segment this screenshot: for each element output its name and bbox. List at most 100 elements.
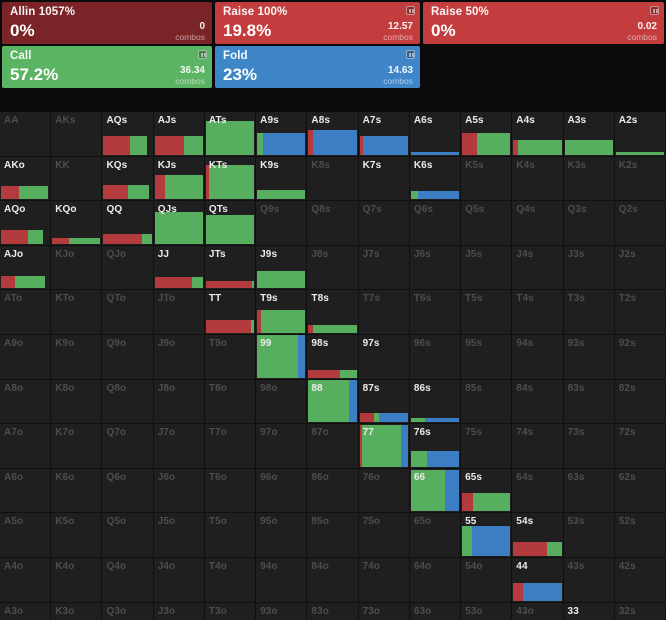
cell-A3s[interactable]: A3s	[563, 112, 615, 157]
cell-K9s[interactable]: K9s	[256, 156, 308, 202]
cell-KK[interactable]: KK	[51, 156, 103, 202]
cell-AJs[interactable]: AJs	[153, 112, 205, 157]
cell-T5s[interactable]: T5s	[461, 290, 513, 336]
action-box-allin[interactable]: Allin 1057% 0% 0 combos	[2, 2, 212, 44]
cell-J2s[interactable]: J2s	[614, 245, 666, 291]
cell-J6o[interactable]: J6o	[153, 468, 205, 514]
cell-A8s[interactable]: A8s	[307, 112, 359, 157]
cell-93s[interactable]: 93s	[563, 335, 615, 380]
cell-A6s[interactable]: A6s	[409, 112, 462, 157]
cell-97s[interactable]: 97s	[358, 335, 410, 380]
cell-83s[interactable]: 83s	[563, 379, 615, 425]
cell-JTo[interactable]: JTo	[153, 290, 205, 336]
cell-T9s[interactable]: T9s	[256, 290, 308, 336]
cell-64s[interactable]: 64s	[512, 468, 564, 514]
cell-AKs[interactable]: AKs	[51, 112, 103, 157]
cell-52s[interactable]: 52s	[614, 513, 666, 559]
cell-A9o[interactable]: A9o	[0, 335, 52, 380]
cell-T2s[interactable]: T2s	[614, 290, 666, 336]
cell-94s[interactable]: 94s	[512, 335, 564, 380]
cell-T5o[interactable]: T5o	[204, 513, 257, 559]
cell-J9s[interactable]: J9s	[256, 245, 308, 291]
cell-43s[interactable]: 43s	[563, 558, 615, 603]
cell-A9s[interactable]: A9s	[256, 112, 308, 157]
cell-K8s[interactable]: K8s	[307, 156, 359, 202]
cell-J7s[interactable]: J7s	[358, 245, 410, 291]
cell-AA[interactable]: AA	[0, 112, 52, 157]
cell-65s[interactable]: 65s	[461, 468, 513, 514]
range-table-icon[interactable]	[650, 6, 659, 15]
cell-53s[interactable]: 53s	[563, 513, 615, 559]
cell-76s[interactable]: 76s	[409, 424, 462, 469]
cell-J4o[interactable]: J4o	[153, 558, 205, 603]
cell-54o[interactable]: 54o	[461, 558, 513, 603]
cell-KJs[interactable]: KJs	[153, 156, 205, 202]
cell-85s[interactable]: 85s	[461, 379, 513, 425]
cell-98s[interactable]: 98s	[307, 335, 359, 380]
cell-ATo[interactable]: ATo	[0, 290, 52, 336]
cell-J3o[interactable]: J3o	[153, 602, 205, 620]
cell-T8o[interactable]: T8o	[204, 379, 257, 425]
cell-A7s[interactable]: A7s	[358, 112, 410, 157]
cell-Q9s[interactable]: Q9s	[256, 201, 308, 246]
cell-87o[interactable]: 87o	[307, 424, 359, 469]
cell-Q6o[interactable]: Q6o	[102, 468, 154, 514]
cell-KJo[interactable]: KJo	[51, 245, 103, 291]
cell-K2s[interactable]: K2s	[614, 156, 666, 202]
cell-KTo[interactable]: KTo	[51, 290, 103, 336]
cell-93o[interactable]: 93o	[256, 602, 308, 620]
cell-97o[interactable]: 97o	[256, 424, 308, 469]
cell-J3s[interactable]: J3s	[563, 245, 615, 291]
action-box-raise-50[interactable]: Raise 50% 0% 0.02 combos	[423, 2, 664, 44]
cell-65o[interactable]: 65o	[409, 513, 462, 559]
cell-73s[interactable]: 73s	[563, 424, 615, 469]
cell-66[interactable]: 66	[409, 468, 462, 514]
cell-86o[interactable]: 86o	[307, 468, 359, 514]
cell-85o[interactable]: 85o	[307, 513, 359, 559]
cell-96s[interactable]: 96s	[409, 335, 462, 380]
cell-76o[interactable]: 76o	[358, 468, 410, 514]
cell-A8o[interactable]: A8o	[0, 379, 52, 425]
cell-QJs[interactable]: QJs	[153, 201, 205, 246]
cell-83o[interactable]: 83o	[307, 602, 359, 620]
cell-K5s[interactable]: K5s	[461, 156, 513, 202]
cell-KQo[interactable]: KQo	[51, 201, 103, 246]
cell-84o[interactable]: 84o	[307, 558, 359, 603]
cell-ATs[interactable]: ATs	[204, 112, 257, 157]
cell-96o[interactable]: 96o	[256, 468, 308, 514]
cell-T6o[interactable]: T6o	[204, 468, 257, 514]
cell-75o[interactable]: 75o	[358, 513, 410, 559]
cell-K6s[interactable]: K6s	[409, 156, 462, 202]
cell-AKo[interactable]: AKo	[0, 156, 52, 202]
cell-74o[interactable]: 74o	[358, 558, 410, 603]
cell-J5o[interactable]: J5o	[153, 513, 205, 559]
cell-K4s[interactable]: K4s	[512, 156, 564, 202]
cell-Q6s[interactable]: Q6s	[409, 201, 462, 246]
cell-98o[interactable]: 98o	[256, 379, 308, 425]
cell-J7o[interactable]: J7o	[153, 424, 205, 469]
range-table-icon[interactable]	[406, 6, 415, 15]
cell-Q4o[interactable]: Q4o	[102, 558, 154, 603]
cell-Q4s[interactable]: Q4s	[512, 201, 564, 246]
cell-42s[interactable]: 42s	[614, 558, 666, 603]
cell-K3s[interactable]: K3s	[563, 156, 615, 202]
cell-T8s[interactable]: T8s	[307, 290, 359, 336]
range-table-icon[interactable]	[198, 50, 207, 59]
cell-A4s[interactable]: A4s	[512, 112, 564, 157]
cell-72s[interactable]: 72s	[614, 424, 666, 469]
cell-T4o[interactable]: T4o	[204, 558, 257, 603]
cell-77[interactable]: 77	[358, 424, 410, 469]
cell-44[interactable]: 44	[512, 558, 564, 603]
cell-K3o[interactable]: K3o	[51, 602, 103, 620]
cell-T3o[interactable]: T3o	[204, 602, 257, 620]
cell-64o[interactable]: 64o	[409, 558, 462, 603]
cell-J8s[interactable]: J8s	[307, 245, 359, 291]
range-table-icon[interactable]	[406, 50, 415, 59]
cell-54s[interactable]: 54s	[512, 513, 564, 559]
cell-86s[interactable]: 86s	[409, 379, 462, 425]
cell-TT[interactable]: TT	[204, 290, 257, 336]
cell-T7o[interactable]: T7o	[204, 424, 257, 469]
cell-63o[interactable]: 63o	[409, 602, 462, 620]
cell-A7o[interactable]: A7o	[0, 424, 52, 469]
cell-K7s[interactable]: K7s	[358, 156, 410, 202]
